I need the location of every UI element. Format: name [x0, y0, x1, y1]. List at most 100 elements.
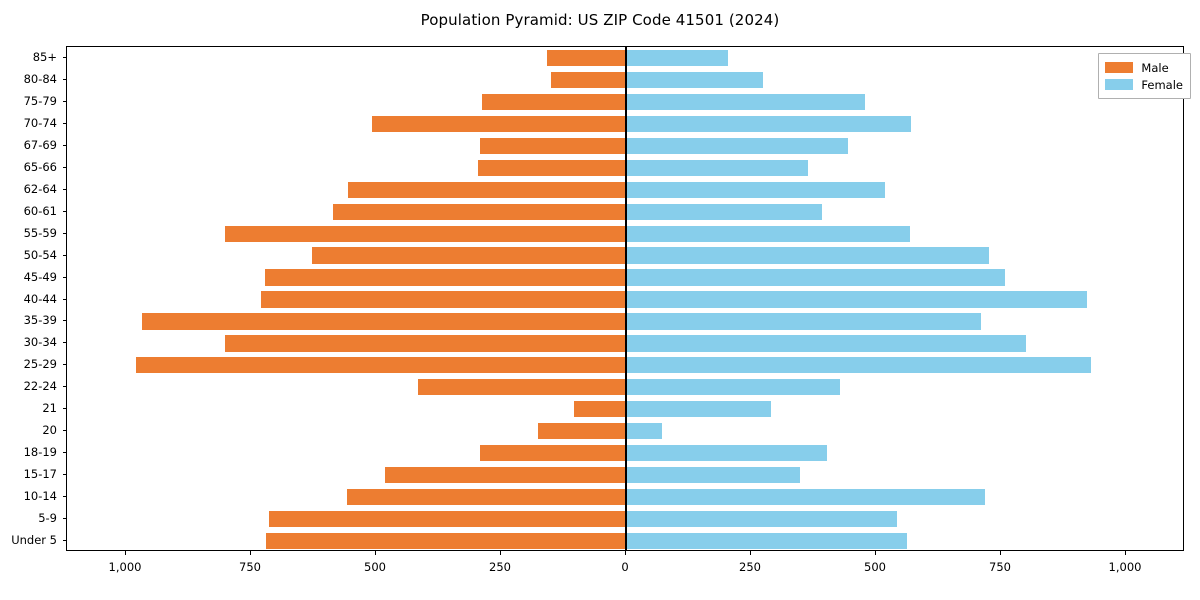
y-tick-mark: [62, 56, 66, 58]
bar-female: [626, 93, 865, 110]
y-tick-label: 67-69: [23, 137, 57, 152]
y-tick-mark: [62, 320, 66, 322]
bar-row: [67, 291, 1183, 308]
y-tick-label: 35-39: [23, 313, 57, 328]
bar-male: [268, 510, 626, 528]
bar-row: [67, 445, 1183, 462]
x-tick-mark: [125, 551, 126, 555]
bar-female: [626, 313, 981, 330]
bar-female: [626, 71, 763, 89]
y-tick-mark: [62, 342, 66, 344]
bar-male: [142, 313, 626, 330]
legend-entry-female[interactable]: Female: [1105, 76, 1183, 93]
y-tick-label: 10-14: [23, 489, 57, 504]
bar-row: [67, 71, 1183, 89]
bar-row: [67, 49, 1183, 67]
legend-label: Male: [1141, 60, 1169, 75]
y-tick-label: 40-44: [23, 291, 57, 306]
x-tick-mark: [750, 551, 751, 555]
x-tick-label: 0: [621, 560, 629, 574]
y-tick-mark: [62, 452, 66, 454]
bar-male: [574, 401, 626, 418]
y-tick-label: 25-29: [23, 357, 57, 372]
bar-female: [626, 269, 1005, 286]
bar-female: [626, 335, 1026, 352]
bar-female: [626, 488, 985, 506]
y-tick-mark: [62, 496, 66, 498]
legend-entry-male[interactable]: Male: [1105, 59, 1183, 76]
legend-label: Female: [1141, 77, 1183, 92]
x-axis: 1,000 750 500 250 0 250 500 750 1,000: [66, 551, 1184, 596]
bar-female: [626, 49, 728, 67]
x-tick-mark: [1125, 551, 1126, 555]
bar-female: [626, 357, 1091, 374]
y-tick-mark: [62, 254, 66, 256]
y-axis: 85+ 80-84 75-79 70-74 67-69 65-66 62-64 60-61 55…: [0, 46, 66, 551]
y-tick-label: 30-34: [23, 335, 57, 350]
bar-male: [482, 93, 626, 110]
bar-male: [537, 423, 626, 440]
bar-male: [547, 49, 626, 67]
y-tick-label: 18-19: [23, 445, 57, 460]
bar-row: [67, 181, 1183, 198]
chart-title: Population Pyramid: US ZIP Code 41501 (2…: [420, 11, 780, 29]
y-tick-mark: [62, 144, 66, 146]
legend-swatch-icon: [1105, 79, 1134, 90]
bar-male: [332, 203, 626, 220]
bar-male: [135, 357, 626, 374]
bar-male: [347, 181, 626, 198]
bar-male: [264, 269, 626, 286]
bar-female: [626, 401, 771, 418]
y-tick-label: 62-64: [23, 181, 57, 196]
bar-female: [626, 115, 911, 132]
y-tick-mark: [62, 210, 66, 212]
bar-male: [312, 247, 626, 264]
bar-female: [626, 159, 808, 176]
bar-row: [67, 203, 1183, 220]
zero-axis-line: [625, 47, 627, 550]
bar-female: [626, 203, 822, 220]
y-tick-label: 80-84: [23, 71, 57, 86]
x-tick-label: 750: [239, 560, 261, 574]
bar-male: [224, 335, 626, 352]
y-tick-label: 45-49: [23, 269, 57, 284]
bar-row: [67, 137, 1183, 154]
x-tick-label: 1,000: [1108, 560, 1142, 574]
x-tick-mark: [250, 551, 251, 555]
x-tick-mark: [1000, 551, 1001, 555]
bar-male: [224, 225, 626, 242]
y-tick-label: 60-61: [23, 203, 57, 218]
bar-row: [67, 225, 1183, 242]
bar-female: [626, 291, 1087, 308]
y-tick-mark: [62, 276, 66, 278]
bar-female: [626, 181, 885, 198]
bar-female: [626, 379, 840, 396]
y-tick-mark: [62, 474, 66, 476]
y-tick-label: 50-54: [23, 247, 57, 262]
bar-row: [67, 532, 1183, 550]
bar-row: [67, 488, 1183, 506]
bar-female: [626, 225, 910, 242]
bar-male: [265, 532, 626, 550]
bar-female: [626, 510, 897, 528]
bar-row: [67, 335, 1183, 352]
x-tick-label: 500: [364, 560, 386, 574]
y-tick-mark: [62, 408, 66, 410]
y-tick-mark: [62, 430, 66, 432]
x-tick-mark: [500, 551, 501, 555]
bar-male: [479, 445, 626, 462]
bar-row: [67, 379, 1183, 396]
legend-swatch-icon: [1105, 62, 1134, 73]
bar-female: [626, 247, 989, 264]
bar-male: [551, 71, 626, 89]
y-tick-label: 21: [42, 401, 57, 416]
bar-row: [67, 467, 1183, 484]
x-tick-label: 250: [489, 560, 511, 574]
bar-row: [67, 401, 1183, 418]
x-tick-label: 1,000: [108, 560, 142, 574]
bar-row: [67, 313, 1183, 330]
y-tick-label: 22-24: [23, 379, 57, 394]
bar-female: [626, 445, 827, 462]
y-tick-label: 70-74: [23, 115, 57, 130]
